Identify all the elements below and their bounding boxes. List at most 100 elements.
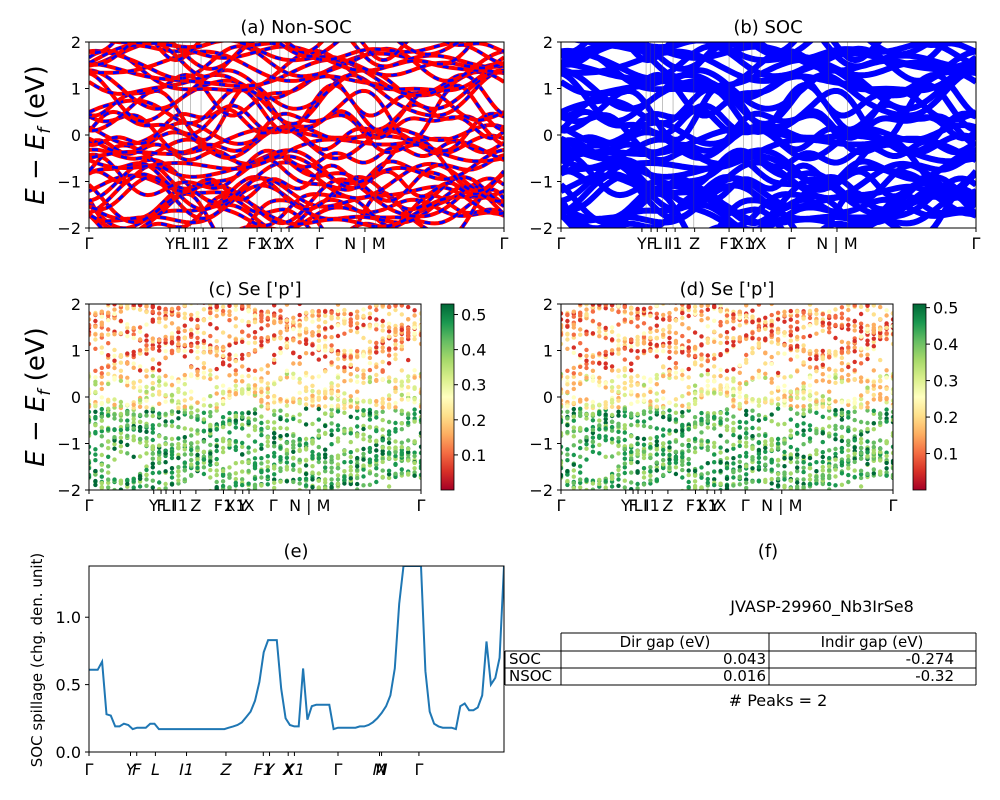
panel-c-point [278,375,283,380]
panel-d-point [878,317,883,322]
panel-d-point [763,455,768,460]
panel-c-point [303,463,309,468]
panel-c-point [163,411,168,417]
panel-c-point [112,365,117,371]
panel-d-point [827,321,832,326]
panel-d-point [654,468,659,473]
panel-c-point [99,365,105,371]
panel-a-band-overlay [89,177,504,225]
panel-d-point [788,397,793,402]
panel-d-point [673,417,679,422]
panel-c-point [259,432,264,438]
panel-c-point [335,375,341,380]
panel-d-point [801,325,806,330]
panel-d-point [667,457,672,462]
panel-d-point [871,397,876,402]
panel-d-point [865,304,870,308]
panel-c-point [278,319,283,324]
panel-c-point [144,413,149,418]
panel-c-point [138,491,142,495]
panel-c-point [214,345,219,351]
panel-d-point [629,455,634,461]
panel-c-point [208,451,213,456]
panel-c-point [412,313,417,318]
panel-d-point [680,315,685,321]
panel-d-point [603,402,608,407]
panel-d-point [807,466,813,471]
panel-d-point [629,306,634,311]
panel-d-point [699,373,704,378]
panel-d-point [699,363,704,368]
panel-c-point [125,402,130,407]
panel-d-point [737,474,742,479]
panel-c-point [201,370,207,375]
panel-c-point [406,420,411,425]
panel-c-point [316,317,321,322]
panel-c-point [99,443,105,448]
panel-d-point [858,445,864,451]
panel-c-point [150,317,155,322]
panel-c-point [297,354,302,360]
panel-d-point [807,365,813,370]
panel-c-point [310,455,315,461]
panel-c-point [163,310,168,315]
panel-d-point [871,386,876,391]
panel-b-xtick-label: I1 [668,234,683,253]
panel-c-point [214,444,219,449]
panel-c-point [214,349,219,354]
panel-d-point [750,466,755,471]
panel-c-point [284,304,290,307]
panel-c-point [125,375,130,380]
panel-c-point [284,418,290,423]
panel-c-point [176,305,181,311]
panel-c-point [393,356,398,362]
panel-d-point [712,477,717,482]
panel-c-point [323,447,328,452]
panel-c-point [265,390,270,395]
panel-d-point [603,335,608,341]
panel-c-point [131,361,136,366]
panel-d-point [865,450,870,455]
panel-d-point [884,294,888,298]
panel-c-point [208,413,213,419]
panel-c-point [144,389,149,394]
panel-c-point [195,400,200,405]
panel-c-point [106,291,110,295]
panel-c-point [418,404,421,409]
panel-d-point [673,428,679,433]
panel-c-point [348,481,353,487]
panel-d-point [814,410,819,415]
panel-c-point [214,391,219,396]
panel-d-point [578,427,583,432]
panel-c-point [201,449,207,454]
panel-a-xtick-label: Γ [315,234,324,253]
panel-c-point [303,338,309,343]
panel-d-point [712,352,717,358]
panel-d-point [833,335,838,341]
panel-d-point [571,395,576,400]
panel-c-point [246,367,251,372]
panel-c-point [89,472,92,478]
panel-c-point [112,332,117,337]
panel-c-point [246,323,251,328]
panel-c-point [246,391,251,396]
panel-c-point [144,439,149,444]
panel-d-point [878,415,883,421]
panel-c-point [297,329,302,334]
panel-c-point [393,342,398,347]
panel-c-point [303,422,309,427]
panel-c-point [393,379,398,384]
panel-d-point [814,379,819,384]
panel-d-point [705,488,710,490]
panel-c-point [329,465,334,470]
panel-d-point [852,359,857,365]
panel-d-point [584,311,589,317]
panel-c-point [144,368,149,373]
panel-c-point [265,335,270,340]
panel-c-point [227,485,232,490]
panel-c-point [386,472,392,477]
panel-d-point [648,478,653,483]
panel-c-point [93,452,98,457]
panel-d-point [820,439,825,445]
panel-c-point [361,307,366,312]
